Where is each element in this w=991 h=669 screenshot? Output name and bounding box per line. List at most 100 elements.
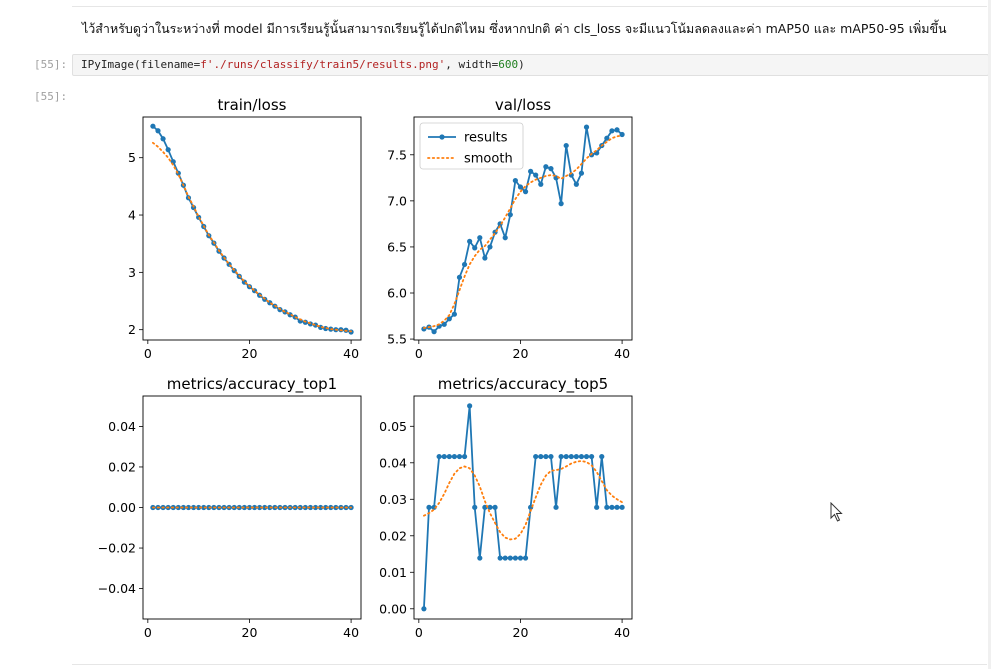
series-results-point: [578, 170, 585, 176]
chart-4: metrics/accuracy_top5 0 20 40 0.00 0.01 0.02 0.…: [379, 375, 633, 640]
code-string: f'./runs/classify/train5/results.png': [200, 58, 446, 71]
y-tick-label: 0.04: [379, 455, 407, 470]
input-prompt: [55]:: [34, 58, 68, 71]
series-results-point: [507, 555, 513, 561]
mouse-cursor-icon: [830, 501, 844, 526]
series-results-point: [609, 504, 615, 510]
series-results-point: [446, 453, 452, 460]
series-results-point: [323, 504, 329, 511]
series-results-point: [538, 453, 544, 460]
markdown-text: ไว้สำหรับดูว่าในระหว่างที่ model มีการเร…: [82, 21, 947, 36]
y-tick-label: −0.02: [98, 541, 136, 556]
series-results-point: [257, 504, 263, 511]
x-tick-label: 20: [242, 346, 258, 361]
series-results-line: [423, 126, 623, 333]
series-results-point: [512, 555, 518, 561]
legend-results-marker: [439, 134, 445, 140]
series-results-point: [451, 453, 457, 460]
series-results-point: [482, 255, 488, 261]
y-tick-label: 3: [128, 265, 136, 280]
y-tick-label: 0.00: [108, 500, 136, 515]
series-results-point: [517, 184, 524, 190]
y-tick-label: 0.05: [379, 419, 407, 434]
code-line[interactable]: IPyImage(filename=f'./runs/classify/trai…: [81, 58, 525, 71]
series-results-point: [456, 274, 463, 280]
legend-label-smooth: smooth: [464, 152, 513, 167]
series-results-point: [477, 555, 483, 561]
series-results-point: [502, 555, 508, 561]
series-results-point: [594, 504, 600, 510]
series-results-point: [573, 453, 579, 460]
series-results-point: [548, 453, 554, 460]
series-results-point: [472, 245, 478, 251]
series-results-point: [522, 555, 529, 561]
series-results-point: [446, 316, 452, 322]
series-results-point: [426, 504, 432, 510]
y-tick-label: 4: [128, 208, 136, 223]
legend: results smooth: [419, 122, 524, 170]
axes-frame: [413, 116, 633, 341]
series-results-point: [538, 181, 544, 187]
series-results-point: [456, 453, 463, 460]
x-tick-label: 40: [343, 346, 359, 361]
x-tick-label: 20: [513, 346, 529, 361]
y-tick-label: 7.5: [387, 147, 407, 162]
y-tick-label: 6.0: [387, 286, 407, 301]
scrollbar-track[interactable]: [988, 0, 991, 669]
series-results-point: [583, 453, 590, 460]
series-results-point: [558, 201, 564, 207]
y-tick-label: 0.00: [379, 601, 407, 616]
x-tick-label: 0: [415, 346, 423, 361]
series-results-point: [155, 128, 161, 134]
y-tick-label: 0.04: [108, 419, 136, 434]
series-results-point: [583, 124, 590, 130]
series-results-point: [497, 555, 503, 561]
series-results-point: [604, 504, 610, 510]
series-results-point: [609, 128, 615, 134]
series-results-point: [512, 177, 518, 184]
series-results-point: [487, 244, 493, 250]
series-results-point: [619, 131, 625, 138]
chart-3: metrics/accuracy_top1 0 20 40 −0.04 −0.02 0.00…: [98, 375, 362, 640]
chart-title: train/loss: [218, 96, 287, 114]
series-results-point: [573, 181, 579, 187]
y-tick-label: 2: [128, 322, 136, 337]
output-prompt: [55]:: [34, 90, 68, 103]
code-number: 600: [498, 58, 519, 71]
series-results-point: [190, 504, 197, 511]
chart-1: train/loss 0 20 40 2 3 4 5: [128, 96, 362, 361]
series-results-point: [548, 166, 554, 172]
series-results-point: [492, 504, 498, 510]
series-results-point: [441, 453, 447, 460]
code-cell[interactable]: IPyImage(filename=f'./runs/classify/trai…: [72, 54, 989, 76]
axes-frame: [142, 116, 362, 341]
series-results-point: [312, 504, 319, 511]
code-function-call: IPyImage(filename=: [81, 58, 201, 71]
series-results-point: [477, 235, 483, 241]
y-tick-label: 0.01: [379, 565, 407, 580]
series-results-point: [558, 453, 564, 460]
series-results-point: [528, 168, 534, 174]
series-results-point: [578, 453, 585, 460]
x-tick-label: 0: [144, 625, 152, 640]
series-results-point: [507, 212, 513, 218]
y-tick-label: −0.04: [98, 581, 136, 596]
y-tick-label: 5.5: [387, 332, 407, 347]
axes-frame: [413, 395, 633, 620]
x-tick-label: 20: [242, 625, 258, 640]
x-tick-label: 0: [415, 625, 423, 640]
series-results-point: [563, 453, 569, 460]
y-tick-label: 0.02: [108, 459, 136, 474]
series-results-point: [185, 504, 192, 511]
series-results-point: [543, 164, 549, 170]
series-results-point: [568, 453, 574, 460]
series-results-point: [165, 147, 171, 153]
series-results-point: [517, 555, 524, 561]
series-results-point: [436, 453, 442, 460]
series-results-point: [619, 504, 625, 510]
series-smooth-line: [423, 134, 623, 329]
code-close: ): [518, 58, 525, 71]
markdown-cell[interactable]: ไว้สำหรับดูว่าในระหว่างที่ model มีการเร…: [72, 6, 987, 47]
series-results-point: [318, 504, 324, 511]
code-arg: , width=: [445, 58, 499, 71]
